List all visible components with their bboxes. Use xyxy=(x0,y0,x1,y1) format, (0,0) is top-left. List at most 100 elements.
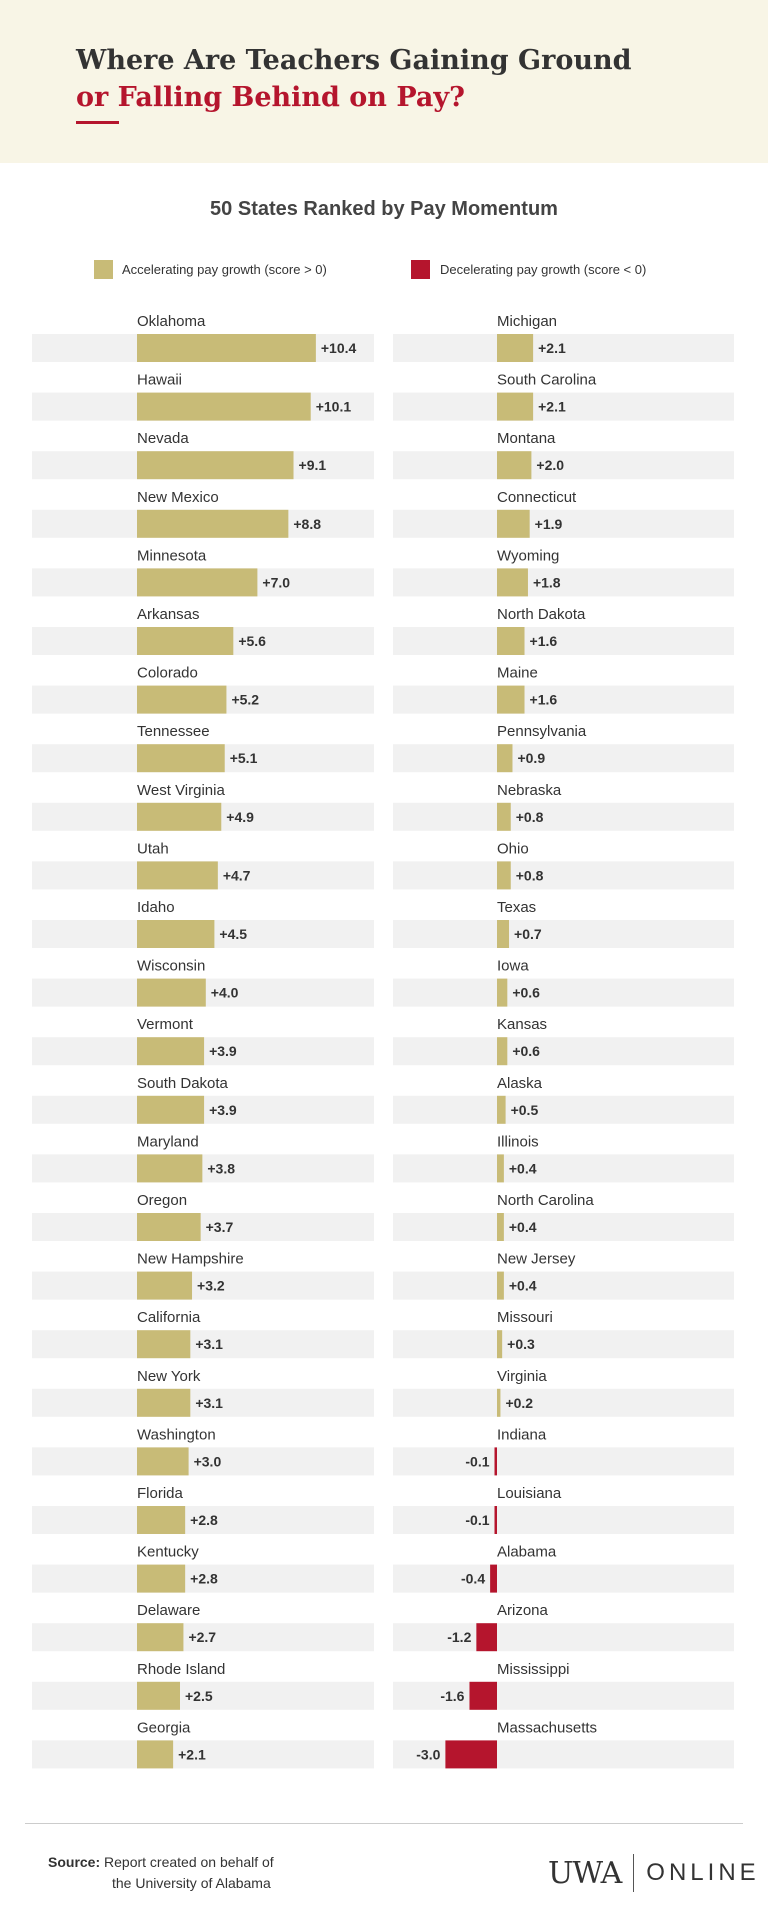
state-label-maryland: Maryland xyxy=(137,1133,199,1150)
value-label-rhode-island: +2.5 xyxy=(185,1688,213,1704)
state-label-rhode-island: Rhode Island xyxy=(137,1661,225,1678)
state-label-new-mexico: New Mexico xyxy=(137,489,219,506)
bar-hawaii xyxy=(137,392,311,421)
bar-track-north-dakota xyxy=(393,627,734,655)
value-label-california: +3.1 xyxy=(195,1336,223,1352)
logo-online-text: ONLINE xyxy=(646,1859,760,1886)
bar-kansas xyxy=(497,1037,508,1066)
value-label-delaware: +2.7 xyxy=(188,1629,216,1645)
state-label-south-dakota: South Dakota xyxy=(137,1075,229,1092)
state-label-utah: Utah xyxy=(137,840,169,857)
value-label-indiana: -0.1 xyxy=(465,1453,489,1469)
bar-track-south-carolina xyxy=(393,392,734,421)
bar-south-dakota xyxy=(137,1095,205,1124)
value-label-kentucky: +2.8 xyxy=(190,1571,218,1587)
state-label-washington: Washington xyxy=(137,1426,216,1443)
page-title: Where Are Teachers Gaining Ground or Fal… xyxy=(76,42,631,116)
state-label-florida: Florida xyxy=(137,1485,184,1502)
uwa-online-logo: UWA ONLINE xyxy=(548,1853,760,1893)
bar-iowa xyxy=(497,978,508,1007)
bar-track-massachusetts xyxy=(393,1740,734,1769)
bar-north-carolina xyxy=(497,1213,504,1241)
value-label-nebraska: +0.8 xyxy=(516,809,544,825)
state-label-georgia: Georgia xyxy=(137,1719,191,1736)
state-label-tennessee: Tennessee xyxy=(137,723,210,740)
bar-track-maryland xyxy=(32,1154,374,1183)
bar-chart: Oklahoma +10.4 Hawaii +10.1 Nevada +9.1 New Me… xyxy=(32,313,734,1769)
bar-track-texas xyxy=(393,920,734,948)
bar-arkansas xyxy=(137,627,234,655)
bar-nebraska xyxy=(497,802,511,831)
value-label-mississippi: -1.6 xyxy=(440,1688,464,1704)
state-label-new-hampshire: New Hampshire xyxy=(137,1251,244,1268)
bar-mississippi xyxy=(469,1681,497,1710)
bar-track-north-carolina xyxy=(393,1213,734,1241)
state-label-kentucky: Kentucky xyxy=(137,1544,199,1561)
state-label-alabama: Alabama xyxy=(497,1544,557,1561)
bar-rhode-island xyxy=(137,1681,180,1710)
state-label-virginia: Virginia xyxy=(497,1368,547,1385)
bar-tennessee xyxy=(137,744,225,773)
bar-florida xyxy=(137,1506,186,1534)
state-label-delaware: Delaware xyxy=(137,1602,200,1619)
value-label-arkansas: +5.6 xyxy=(238,633,266,649)
value-label-vermont: +3.9 xyxy=(209,1043,237,1059)
footer-divider xyxy=(25,1823,743,1824)
value-label-new-mexico: +8.8 xyxy=(293,516,321,532)
bar-new-york xyxy=(137,1388,191,1417)
bar-oklahoma xyxy=(137,334,316,362)
value-label-louisiana: -0.1 xyxy=(465,1512,489,1528)
bar-track-pennsylvania xyxy=(393,744,734,773)
value-label-iowa: +0.6 xyxy=(512,985,540,1001)
bar-track-wyoming xyxy=(393,568,734,597)
value-label-wisconsin: +4.0 xyxy=(211,985,239,1001)
bar-georgia xyxy=(137,1740,174,1769)
value-label-idaho: +4.5 xyxy=(219,926,247,942)
state-label-illinois: Illinois xyxy=(497,1133,539,1150)
bar-track-new-york xyxy=(32,1388,374,1417)
bar-track-new-jersey xyxy=(393,1271,734,1300)
state-label-iowa: Iowa xyxy=(497,958,529,975)
value-label-michigan: +2.1 xyxy=(538,340,566,356)
bar-missouri xyxy=(497,1330,503,1359)
state-label-kansas: Kansas xyxy=(497,1016,547,1033)
state-label-arizona: Arizona xyxy=(497,1602,549,1619)
value-label-minnesota: +7.0 xyxy=(262,574,290,590)
value-label-maine: +1.6 xyxy=(530,692,558,708)
bar-alaska xyxy=(497,1095,506,1124)
value-label-maryland: +3.8 xyxy=(207,1160,235,1176)
bar-maryland xyxy=(137,1154,203,1183)
value-label-alabama: -0.4 xyxy=(461,1571,485,1587)
bar-north-dakota xyxy=(497,627,525,655)
state-label-mississippi: Mississippi xyxy=(497,1661,570,1678)
value-label-new-jersey: +0.4 xyxy=(509,1278,537,1294)
bar-louisiana xyxy=(494,1506,497,1534)
value-label-connecticut: +1.9 xyxy=(535,516,563,532)
bar-track-kansas xyxy=(393,1037,734,1066)
value-label-arizona: -1.2 xyxy=(447,1629,471,1645)
title-underline xyxy=(76,121,119,124)
header-band xyxy=(0,0,768,163)
state-label-michigan: Michigan xyxy=(497,313,557,330)
bar-indiana xyxy=(494,1447,497,1476)
value-label-south-carolina: +2.1 xyxy=(538,399,566,415)
bar-minnesota xyxy=(137,568,258,597)
bar-delaware xyxy=(137,1623,184,1652)
value-label-west-virginia: +4.9 xyxy=(226,809,254,825)
bar-track-new-hampshire xyxy=(32,1271,374,1300)
value-label-washington: +3.0 xyxy=(194,1453,222,1469)
bar-illinois xyxy=(497,1154,504,1183)
state-label-new-york: New York xyxy=(137,1368,201,1385)
bar-pennsylvania xyxy=(497,744,513,773)
bar-track-missouri xyxy=(393,1330,734,1359)
legend-swatch-negative xyxy=(411,260,430,279)
bar-track-florida xyxy=(32,1506,374,1534)
state-label-texas: Texas xyxy=(497,899,536,916)
value-label-oregon: +3.7 xyxy=(206,1219,234,1235)
bar-track-georgia xyxy=(32,1740,374,1769)
legend-label-negative: Decelerating pay growth (score < 0) xyxy=(440,262,647,277)
value-label-north-carolina: +0.4 xyxy=(509,1219,537,1235)
title-line-1: Where Are Teachers Gaining Ground xyxy=(76,45,632,76)
bar-track-nebraska xyxy=(393,802,734,831)
value-label-hawaii: +10.1 xyxy=(316,399,352,415)
